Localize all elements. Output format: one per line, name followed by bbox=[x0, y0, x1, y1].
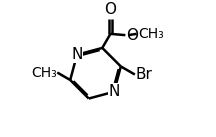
Text: CH₃: CH₃ bbox=[31, 65, 57, 79]
Text: N: N bbox=[71, 47, 83, 62]
Text: Br: Br bbox=[135, 67, 152, 82]
Text: O: O bbox=[126, 28, 138, 43]
Text: N: N bbox=[108, 84, 120, 99]
Text: O: O bbox=[104, 2, 116, 17]
Text: CH₃: CH₃ bbox=[138, 27, 164, 41]
